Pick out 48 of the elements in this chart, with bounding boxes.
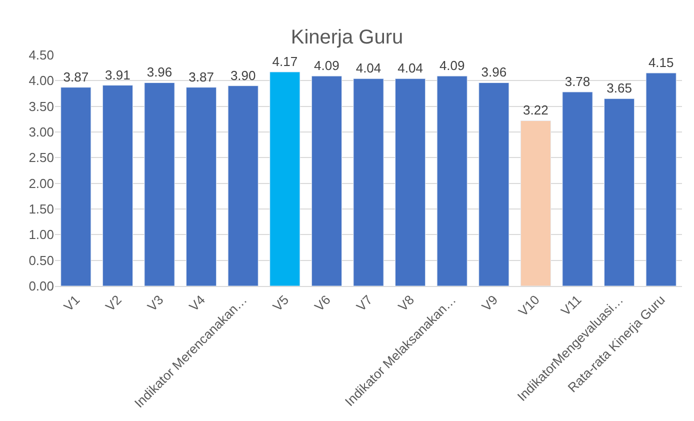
y-tick-label: 0.50 — [28, 252, 54, 268]
bar — [353, 78, 384, 286]
x-tick-label: V5 — [270, 292, 292, 314]
bar — [520, 120, 551, 286]
x-tick-label: V1 — [60, 292, 83, 314]
data-label: 3.65 — [606, 80, 632, 96]
data-label: 4.15 — [648, 54, 674, 70]
bar — [436, 76, 468, 286]
bar — [478, 82, 510, 286]
bar — [562, 92, 593, 286]
y-tick-label: 3.50 — [28, 98, 54, 114]
y-tick-label: 2.50 — [28, 150, 54, 166]
bar — [270, 72, 300, 286]
bar — [102, 85, 133, 286]
data-label: 4.09 — [314, 58, 340, 74]
bar — [395, 78, 426, 286]
bar — [646, 72, 676, 286]
data-label: 3.87 — [63, 69, 89, 84]
data-label: 3.96 — [481, 64, 507, 80]
x-tick-label: V3 — [144, 292, 166, 314]
bar — [228, 86, 258, 286]
data-label: 4.09 — [439, 58, 465, 74]
y-tick-label: 2.00 — [28, 176, 54, 191]
data-label: 4.04 — [356, 60, 382, 76]
x-tick-label: V2 — [102, 292, 124, 314]
data-label: 3.22 — [523, 102, 548, 118]
y-tick-label: 4.50 — [28, 48, 54, 63]
bar — [311, 76, 342, 286]
data-label: 4.04 — [398, 60, 423, 76]
data-label: 3.78 — [564, 74, 590, 89]
bar — [186, 87, 217, 286]
y-tick-label: 1.50 — [28, 202, 54, 217]
y-tick-label: 4.00 — [28, 73, 54, 88]
x-tick-label: V7 — [353, 292, 376, 314]
x-tick-label: V6 — [312, 292, 334, 314]
y-tick-label: 3.00 — [28, 124, 54, 140]
x-tick-label: V9 — [478, 292, 501, 314]
bar — [144, 82, 175, 286]
data-label: 3.90 — [230, 68, 256, 83]
data-label: 3.96 — [146, 64, 172, 80]
data-label: 3.87 — [188, 69, 214, 84]
chart-title: Kinerja Guru — [290, 26, 404, 48]
y-tick-label: 0.00 — [28, 278, 54, 294]
data-label: 3.91 — [105, 67, 130, 82]
bar — [60, 87, 92, 286]
bar — [604, 98, 635, 286]
y-tick-label: 1.00 — [28, 227, 54, 242]
data-label: 4.17 — [272, 54, 298, 69]
